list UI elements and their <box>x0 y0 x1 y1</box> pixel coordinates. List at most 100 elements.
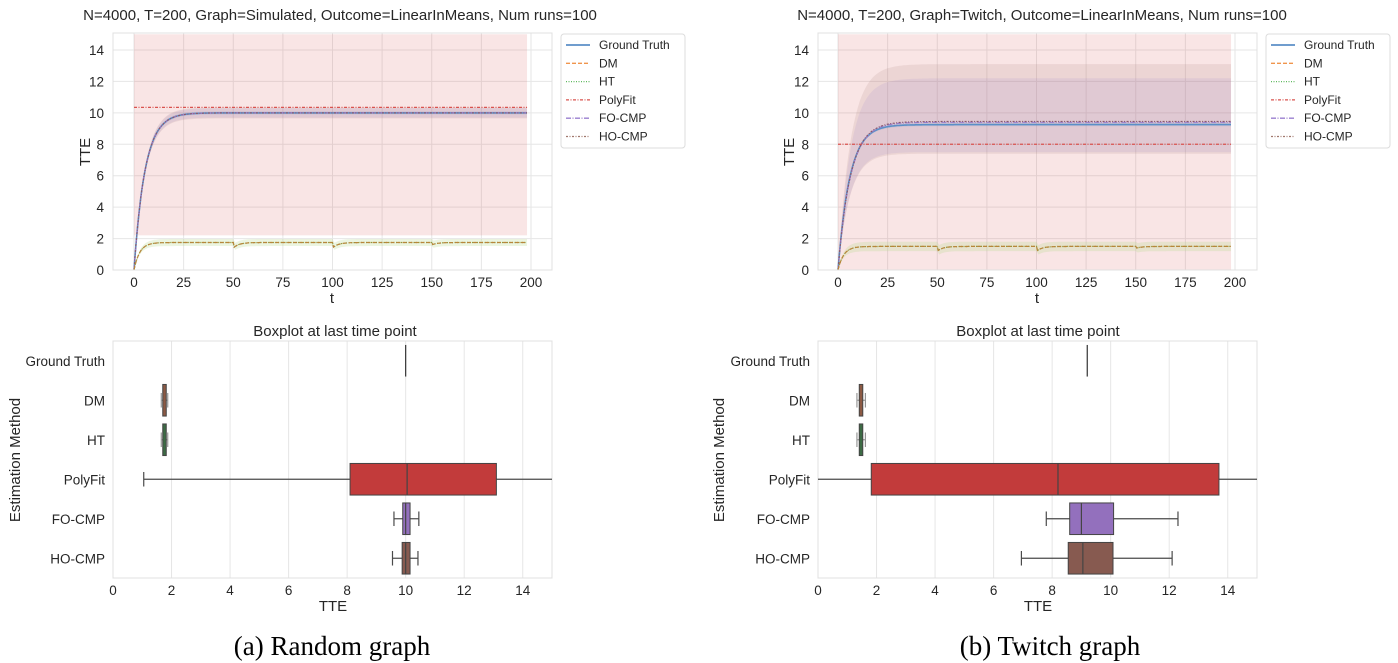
legend-label: FO-CMP <box>1304 111 1351 125</box>
chart-title: Boxplot at last time point <box>253 323 417 340</box>
x-tick-label: 0 <box>130 275 138 290</box>
x-tick-label: 4 <box>226 583 234 598</box>
plot-area: 0 25 50 75 100 125 150 175 200 0 2 4 6 8 10 12 14 <box>89 32 553 290</box>
y-tick-label: DM <box>84 393 105 408</box>
x-tick-label: 0 <box>109 583 117 598</box>
x-tick-label: 12 <box>457 583 472 598</box>
legend: Ground Truth DM HT PolyFit FO-CMP HO-CMP <box>560 33 686 149</box>
x-tick-label: 10 <box>1103 583 1118 598</box>
y-tick-label: 0 <box>801 263 809 278</box>
legend-label: DM <box>1304 56 1323 70</box>
series-line-ho-cmp <box>133 112 527 271</box>
y-tick-label: PolyFit <box>64 472 106 487</box>
x-tick-label: 25 <box>176 275 191 290</box>
series-line-dm <box>133 241 527 271</box>
y-tick-label: 4 <box>96 200 104 215</box>
legend-label: HO-CMP <box>599 130 648 144</box>
y-tick-label: 6 <box>96 169 104 184</box>
box-iqr <box>1069 502 1115 536</box>
confidence-band <box>134 34 528 236</box>
y-tick-label: HT <box>87 433 105 448</box>
y-tick-label: DM <box>789 393 810 408</box>
legend-label: HT <box>599 75 616 89</box>
legend-box <box>1265 33 1391 149</box>
y-tick-label: 10 <box>794 106 809 121</box>
x-axis-label: TTE <box>319 598 347 615</box>
series-line-ground-truth <box>837 123 1231 271</box>
x-tick-label: 12 <box>1162 583 1177 598</box>
y-tick-label: 6 <box>801 169 809 184</box>
y-tick-label: Ground Truth <box>25 354 105 369</box>
box-iqr <box>162 383 167 417</box>
legend-label: DM <box>599 56 618 70</box>
box-iqr <box>349 462 497 496</box>
legend-label: HO-CMP <box>1304 130 1353 144</box>
y-tick-label: 12 <box>794 74 809 89</box>
plot-area: Ground Truth DM HT PolyFit FO-CMP HO-CMP 0 2 4 6 8… <box>25 340 553 598</box>
y-axis-label: TTE <box>77 138 94 166</box>
x-tick-label: 100 <box>321 275 344 290</box>
y-tick-label: 14 <box>794 43 810 58</box>
confidence-band <box>838 34 1232 271</box>
legend-label: Ground Truth <box>599 38 670 52</box>
legend-label: PolyFit <box>599 93 636 107</box>
series-line-ho-cmp <box>837 120 1231 271</box>
box-fo-cmp <box>393 502 420 536</box>
x-axis-label: t <box>330 290 335 307</box>
y-tick-label: 2 <box>801 232 809 247</box>
y-tick-label: 12 <box>89 74 104 89</box>
box-iqr <box>162 423 167 457</box>
boxplot-twitch-graph: Boxplot at last time point TTE Estimatio… <box>711 323 1258 615</box>
x-tick-label: 2 <box>168 583 176 598</box>
y-tick-label: Ground Truth <box>730 354 810 369</box>
confidence-band <box>134 239 527 270</box>
box-iqr <box>870 462 1220 496</box>
y-tick-label: 2 <box>96 232 104 247</box>
x-tick-label: 200 <box>520 275 543 290</box>
box-ho-cmp <box>1020 541 1173 575</box>
x-tick-label: 8 <box>343 583 351 598</box>
box-polyfit <box>143 462 552 496</box>
x-axis-label: t <box>1035 290 1040 307</box>
x-tick-label: 2 <box>873 583 881 598</box>
axes-frame <box>112 340 553 579</box>
boxplot-random-graph: Boxplot at last time point TTE Estimatio… <box>7 323 553 615</box>
y-axis-label: TTE <box>781 138 798 166</box>
x-tick-label: 10 <box>398 583 413 598</box>
x-tick-label: 200 <box>1224 275 1247 290</box>
y-tick-label: HO-CMP <box>755 551 810 566</box>
legend-label: HT <box>1304 75 1321 89</box>
legend-label: Ground Truth <box>1304 38 1375 52</box>
x-tick-label: 14 <box>515 583 531 598</box>
legend-label: PolyFit <box>1304 93 1341 107</box>
box-ht <box>856 423 867 457</box>
y-tick-label: PolyFit <box>769 472 811 487</box>
y-tick-label: FO-CMP <box>52 512 105 527</box>
box-dm <box>160 383 169 417</box>
axes-frame <box>112 32 553 271</box>
series-line-ht <box>133 241 527 271</box>
y-tick-label: 8 <box>801 137 809 152</box>
x-tick-label: 8 <box>1048 583 1056 598</box>
x-tick-label: 50 <box>226 275 241 290</box>
line-chart-twitch-graph: N=4000, T=200, Graph=Twitch, Outcome=Lin… <box>781 7 1391 307</box>
x-tick-label: 0 <box>834 275 842 290</box>
box-iqr <box>402 502 411 536</box>
axes-frame <box>817 32 1258 271</box>
legend-box <box>560 33 686 149</box>
chart-title: N=4000, T=200, Graph=Simulated, Outcome=… <box>83 7 597 24</box>
x-tick-label: 100 <box>1025 275 1048 290</box>
x-tick-label: 75 <box>275 275 290 290</box>
caption-a: (a) Random graph <box>234 631 431 661</box>
confidence-band <box>838 241 1231 270</box>
y-tick-label: 8 <box>96 137 104 152</box>
chart-title: Boxplot at last time point <box>956 323 1120 340</box>
line-chart-random-graph: N=4000, T=200, Graph=Simulated, Outcome=… <box>77 7 686 307</box>
x-tick-label: 75 <box>979 275 994 290</box>
x-tick-label: 50 <box>930 275 945 290</box>
legend-label: FO-CMP <box>599 111 646 125</box>
x-tick-label: 125 <box>371 275 394 290</box>
y-tick-label: 0 <box>96 263 104 278</box>
box-dm <box>856 383 867 417</box>
